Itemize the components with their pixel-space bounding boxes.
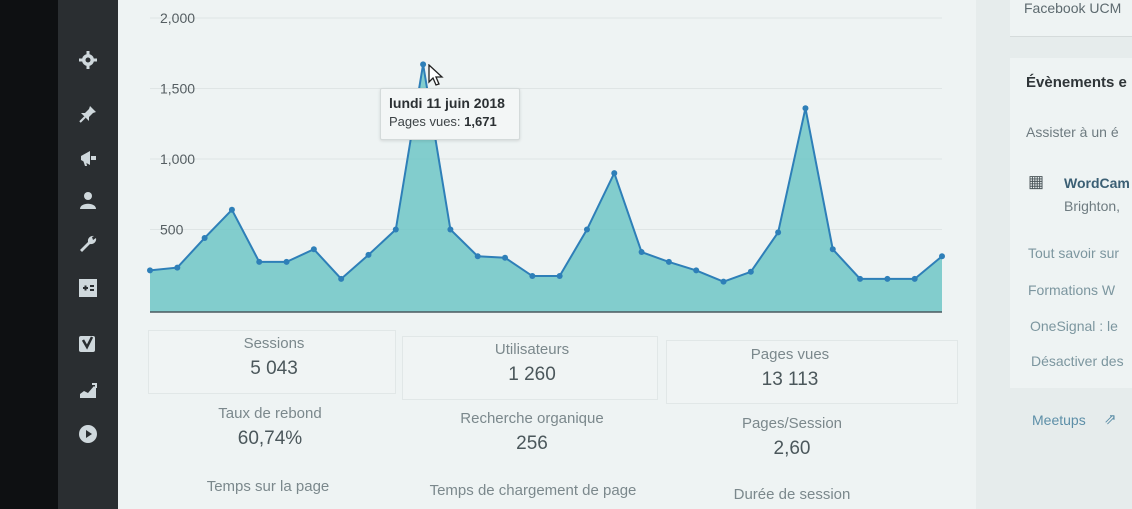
- data-point[interactable]: [720, 278, 727, 285]
- stat-label: Sessions: [243, 335, 305, 352]
- stat-label: Utilisateurs: [494, 341, 570, 358]
- screen-edge: [0, 0, 58, 509]
- data-point[interactable]: [693, 267, 700, 274]
- y-tick-label: 2,000: [160, 10, 195, 26]
- data-point[interactable]: [529, 273, 536, 280]
- stat-users: Utilisateurs 1 260: [432, 341, 632, 386]
- data-point[interactable]: [310, 246, 317, 253]
- data-point[interactable]: [829, 246, 836, 253]
- meetups-link[interactable]: Meetups: [1032, 412, 1086, 428]
- yoast-icon[interactable]: [76, 332, 100, 356]
- analytics-icon[interactable]: [76, 378, 100, 402]
- stat-value: 256: [516, 433, 548, 454]
- data-point[interactable]: [747, 268, 754, 275]
- data-point[interactable]: [857, 275, 864, 282]
- data-point[interactable]: [911, 275, 918, 282]
- data-point[interactable]: [420, 61, 427, 68]
- play-icon[interactable]: [76, 422, 100, 446]
- plus-minus-icon[interactable]: [76, 276, 100, 300]
- data-point[interactable]: [474, 253, 481, 260]
- tooltip-metric-value: 1,671: [464, 114, 497, 129]
- stat-pages-per-session: Pages/Session 2,60: [692, 415, 892, 460]
- data-point[interactable]: [283, 258, 290, 265]
- wordcamp-link[interactable]: WordCam: [1064, 175, 1130, 191]
- stat-box: [402, 336, 658, 400]
- data-point[interactable]: [665, 258, 672, 265]
- megaphone-icon[interactable]: [76, 146, 100, 170]
- data-point[interactable]: [365, 251, 372, 258]
- data-point[interactable]: [611, 170, 618, 177]
- stat-value: 2,60: [773, 438, 811, 459]
- news-link[interactable]: Formations W: [1028, 282, 1116, 298]
- news-link[interactable]: Tout savoir sur: [1028, 245, 1120, 261]
- stat-page-load-time: Temps de chargement de page: [408, 482, 658, 499]
- stat-label: Temps sur la page: [206, 478, 330, 495]
- stat-label: Taux de rebond: [218, 405, 322, 422]
- data-point[interactable]: [256, 258, 263, 265]
- data-point[interactable]: [338, 275, 345, 282]
- stat-sessions: Sessions 5 043: [174, 335, 374, 380]
- events-widget: [1010, 58, 1132, 388]
- data-point[interactable]: [228, 206, 235, 213]
- attend-event-text: Assister à un é: [1026, 124, 1119, 140]
- stat-time-on-page: Temps sur la page: [168, 478, 368, 495]
- events-widget-title: Évènements e: [1026, 74, 1127, 91]
- news-link[interactable]: OneSignal : le: [1030, 318, 1118, 334]
- facebook-widget: [1010, 0, 1132, 37]
- series-area: [150, 64, 942, 312]
- stat-value: 5 043: [250, 358, 298, 379]
- data-point[interactable]: [174, 264, 181, 271]
- dashboard-analytics-card: 2,000 1,500 1,000 500 lundi 11 juin 2018 Pa…: [118, 0, 976, 509]
- data-point[interactable]: [775, 229, 782, 236]
- user-icon[interactable]: [76, 188, 100, 212]
- calendar-icon: ▦: [1028, 172, 1045, 191]
- stat-label: Pages vues: [750, 346, 830, 363]
- series-line: [149, 64, 943, 283]
- y-tick-label: 1,500: [160, 81, 195, 97]
- y-tick-label: 500: [160, 222, 184, 238]
- stat-label: Durée de session: [733, 486, 851, 503]
- stat-bounce-rate: Taux de rebond 60,74%: [170, 405, 370, 450]
- data-point[interactable]: [147, 267, 153, 274]
- stat-box: [148, 330, 396, 394]
- data-point[interactable]: [201, 234, 208, 241]
- stat-pageviews: Pages vues 13 113: [690, 346, 890, 391]
- gear-icon[interactable]: [76, 48, 100, 72]
- stat-box: [666, 340, 958, 404]
- stat-label: Temps de chargement de page: [429, 482, 637, 499]
- stat-label: Recherche organique: [460, 410, 604, 427]
- wordcamp-location: Brighton,: [1064, 198, 1121, 214]
- chart-tooltip: lundi 11 juin 2018 Pages vues: 1,671: [380, 88, 520, 140]
- tooltip-metric: Pages vues: 1,671: [389, 114, 511, 129]
- data-point[interactable]: [556, 273, 563, 280]
- mouse-cursor-icon: [428, 64, 444, 86]
- data-point[interactable]: [638, 249, 645, 256]
- wrench-icon[interactable]: [76, 232, 100, 256]
- stat-value: 1 260: [508, 364, 556, 385]
- tooltip-date: lundi 11 juin 2018: [389, 95, 505, 111]
- data-point[interactable]: [884, 275, 891, 282]
- stat-organic-search: Recherche organique 256: [422, 410, 642, 455]
- y-tick-label: 1,000: [160, 151, 195, 167]
- facebook-widget-title: Facebook UCM: [1024, 0, 1122, 16]
- data-point[interactable]: [392, 226, 399, 233]
- data-point[interactable]: [447, 226, 454, 233]
- right-sidebar: Facebook UCM Évènements e Assister à un …: [976, 0, 1132, 509]
- admin-sidebar: [58, 0, 118, 509]
- external-link-icon[interactable]: ⇗: [1104, 411, 1117, 428]
- data-point[interactable]: [583, 226, 590, 233]
- data-point[interactable]: [939, 253, 945, 260]
- stat-label: Pages/Session: [741, 415, 843, 432]
- pin-icon[interactable]: [76, 102, 100, 126]
- stat-value: 60,74%: [237, 428, 303, 449]
- tooltip-metric-label: Pages vues:: [389, 114, 465, 129]
- stat-value: 13 113: [761, 369, 819, 390]
- stat-session-duration: Durée de session: [692, 486, 892, 503]
- data-point[interactable]: [802, 105, 809, 112]
- news-link[interactable]: Désactiver des: [1031, 353, 1124, 369]
- data-point[interactable]: [502, 254, 509, 261]
- page-views-chart: 2,000 1,500 1,000 500: [147, 10, 945, 313]
